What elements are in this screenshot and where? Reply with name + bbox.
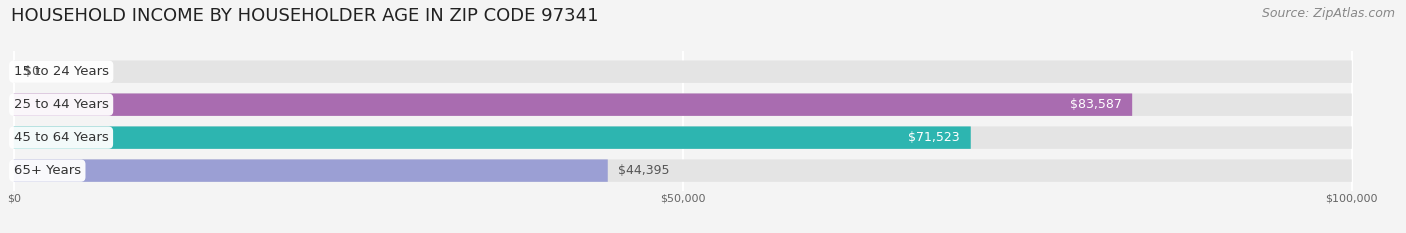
- FancyBboxPatch shape: [14, 61, 1351, 83]
- Text: $71,523: $71,523: [908, 131, 960, 144]
- Text: 45 to 64 Years: 45 to 64 Years: [14, 131, 108, 144]
- FancyBboxPatch shape: [14, 93, 1132, 116]
- FancyBboxPatch shape: [14, 93, 1351, 116]
- Text: HOUSEHOLD INCOME BY HOUSEHOLDER AGE IN ZIP CODE 97341: HOUSEHOLD INCOME BY HOUSEHOLDER AGE IN Z…: [11, 7, 599, 25]
- Text: $0: $0: [24, 65, 41, 78]
- FancyBboxPatch shape: [14, 127, 970, 149]
- Text: $44,395: $44,395: [619, 164, 671, 177]
- Text: 15 to 24 Years: 15 to 24 Years: [14, 65, 108, 78]
- Text: $83,587: $83,587: [1070, 98, 1122, 111]
- Text: Source: ZipAtlas.com: Source: ZipAtlas.com: [1261, 7, 1395, 20]
- FancyBboxPatch shape: [14, 159, 607, 182]
- Text: 25 to 44 Years: 25 to 44 Years: [14, 98, 108, 111]
- FancyBboxPatch shape: [14, 127, 1351, 149]
- Text: 65+ Years: 65+ Years: [14, 164, 82, 177]
- FancyBboxPatch shape: [14, 159, 1351, 182]
